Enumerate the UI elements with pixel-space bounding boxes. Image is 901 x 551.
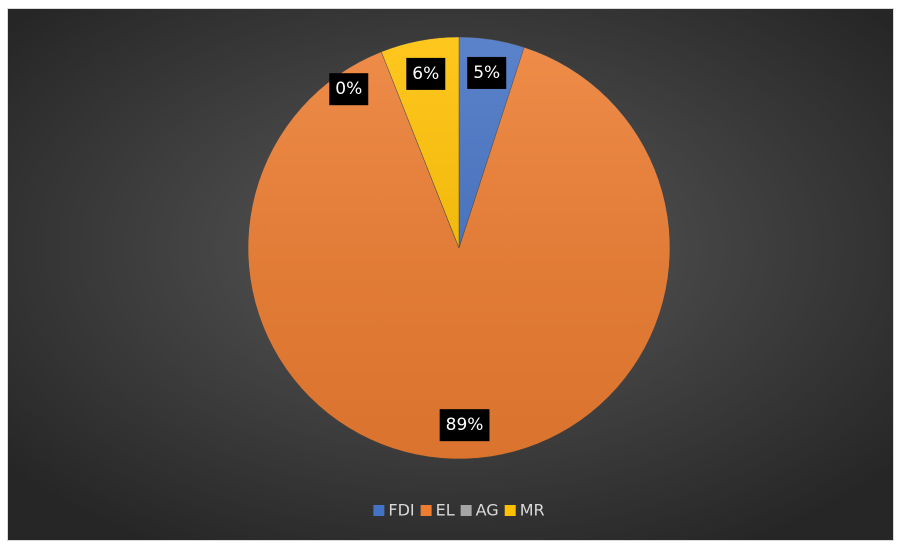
pie xyxy=(247,36,671,460)
data-label-text: 6% xyxy=(412,64,439,84)
legend-swatch xyxy=(460,505,472,516)
legend-label: FDI xyxy=(388,501,414,520)
legend-label: AG xyxy=(476,501,499,520)
data-label-box xyxy=(439,409,490,442)
data-label: 6% xyxy=(406,57,446,90)
legend-swatch xyxy=(504,505,516,516)
data-label-text: 89% xyxy=(446,415,484,435)
data-label: 89% xyxy=(439,409,490,442)
data-label: 0% xyxy=(329,73,369,106)
data-label-box xyxy=(467,56,507,89)
legend-label: EL xyxy=(436,501,455,520)
data-label-box xyxy=(406,57,446,90)
data-label-text: 0% xyxy=(335,79,362,99)
data-label-text: 5% xyxy=(473,63,500,83)
data-labels: 5% 89% 0% 6% xyxy=(329,56,507,442)
data-label-box xyxy=(329,73,369,106)
data-label: 5% xyxy=(467,56,507,89)
legend-swatch xyxy=(373,505,385,516)
legend: FDI EL AG MR xyxy=(373,501,545,520)
legend-label: MR xyxy=(520,501,545,520)
legend-swatch xyxy=(420,505,432,516)
